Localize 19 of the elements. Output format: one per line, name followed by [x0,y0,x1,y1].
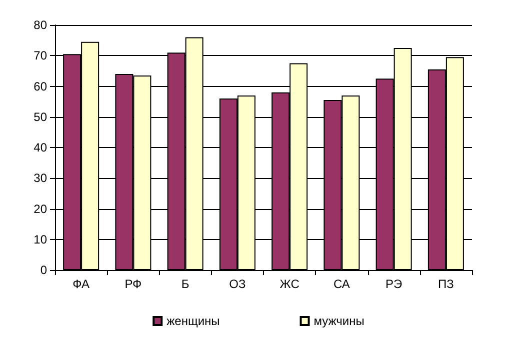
legend-label: мужчины [314,314,364,328]
y-tick-label: 10 [34,232,48,246]
x-tick-label: ФА [72,277,90,291]
x-tick-label: ЖС [280,277,300,291]
y-tick-label: 20 [34,202,48,216]
x-tick-label: ОЗ [229,277,246,291]
y-tick-label: 0 [40,263,48,277]
y-tick-label: 40 [34,140,48,154]
y-tick-label: 70 [34,48,48,63]
legend-label: женщины [166,314,220,328]
y-tick-label: 80 [34,18,48,32]
y-tick-label: 60 [34,79,48,94]
x-tick-label: РФ [124,277,142,291]
x-tick-label: СА [333,277,350,291]
x-tick-label: Б [181,277,190,291]
x-tick-label: РЭ [385,277,402,291]
x-tick-label: ПЗ [438,277,454,291]
y-tick-label: 50 [34,110,48,124]
y-tick-label: 30 [34,171,48,186]
